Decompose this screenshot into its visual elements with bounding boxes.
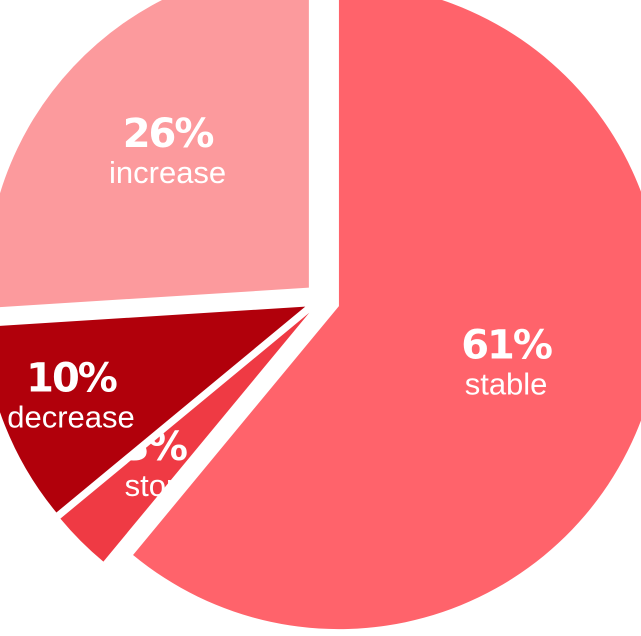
pie-slice-stop [60,312,310,562]
slice-category-label: increase [109,155,226,190]
slice-percent-label: 10% [26,355,117,401]
pie-slice-stable [133,0,641,630]
pie-slice-decrease [0,306,306,513]
pie-slice-increase [0,0,309,308]
slice-percent-label: 61% [461,322,552,368]
slice-category-label: decrease [7,399,135,434]
slice-category-label: stop [125,468,184,503]
slice-percent-label: 26% [123,111,214,157]
slice-category-label: stable [465,366,548,401]
